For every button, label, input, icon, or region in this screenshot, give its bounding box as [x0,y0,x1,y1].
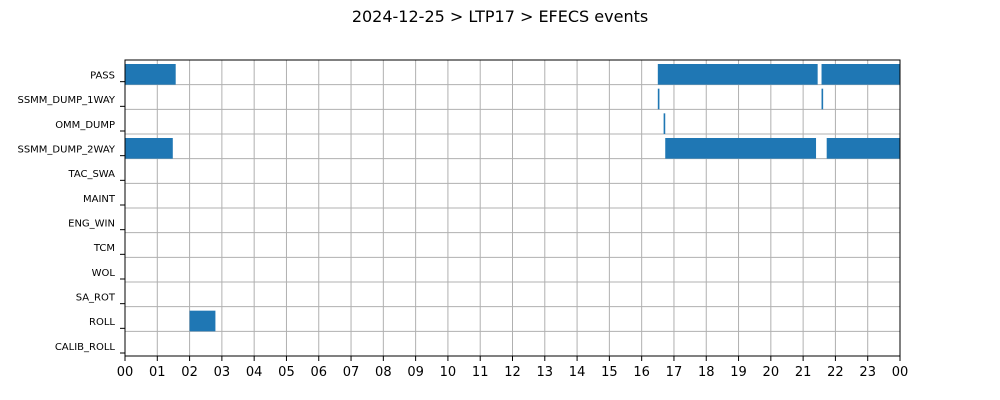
y-tick-label: MAINT [83,194,116,205]
y-axis: PASS SSMM_DUMP_1WAY OMM_DUMP SSMM_DUMP_2WAY… [17,71,125,354]
x-tick-label: 09 [407,365,424,380]
event-bar [657,64,818,85]
x-tick-label: 16 [633,365,650,380]
x-tick-label: 06 [310,365,327,380]
x-tick-label: 17 [666,365,683,380]
y-tick-label: TAC_SWA [67,169,115,180]
x-tick-label: 12 [504,365,521,380]
x-tick-label: 00 [892,365,909,380]
y-tick-label: SSMM_DUMP_2WAY [17,145,115,156]
x-tick-label: 22 [827,365,844,380]
x-tick-label: 07 [343,365,360,380]
x-tick-label: 11 [472,365,489,380]
y-tick-label: WOL [92,268,116,279]
x-tick-label: 23 [859,365,876,380]
event-bar [821,88,824,110]
x-tick-label: 14 [569,365,586,380]
x-tick-label: 02 [181,365,198,380]
y-tick-label: CALIB_ROLL [55,342,116,353]
x-tick-label: 13 [537,365,554,380]
event-bar [125,138,173,159]
event-bar [826,138,900,159]
grid-lines [124,60,901,356]
chart-title: 2024-12-25 > LTP17 > EFECS events [352,7,648,26]
x-tick-label: 00 [117,365,134,380]
event-bars [125,64,900,332]
x-tick-label: 10 [440,365,457,380]
x-tick-label: 03 [214,365,231,380]
y-tick-label: TCM [93,243,115,254]
x-tick-label: 19 [730,365,747,380]
y-tick-label: OMM_DUMP [55,120,115,131]
x-tick-label: 21 [795,365,812,380]
event-bar [657,88,660,110]
x-tick-label: 04 [246,365,263,380]
x-tick-label: 18 [698,365,715,380]
y-tick-label: SA_ROT [76,293,116,304]
event-bar [125,64,176,85]
y-tick-label: ROLL [89,317,115,328]
y-tick-label: ENG_WIN [68,219,115,230]
y-tick-label: SSMM_DUMP_1WAY [17,95,115,106]
event-bar [189,310,216,332]
x-tick-label: 08 [375,365,392,380]
x-tick-label: 05 [278,365,295,380]
y-tick-label: PASS [90,71,115,82]
x-tick-label: 15 [601,365,618,380]
event-bar [665,138,817,159]
event-bar [821,64,900,85]
x-tick-label: 01 [149,365,166,380]
event-bar [663,113,666,134]
x-axis: 00 01 02 03 04 05 06 07 08 09 10 11 12 13 14 15 16 17 18 19… [117,356,909,380]
x-tick-label: 20 [763,365,780,380]
